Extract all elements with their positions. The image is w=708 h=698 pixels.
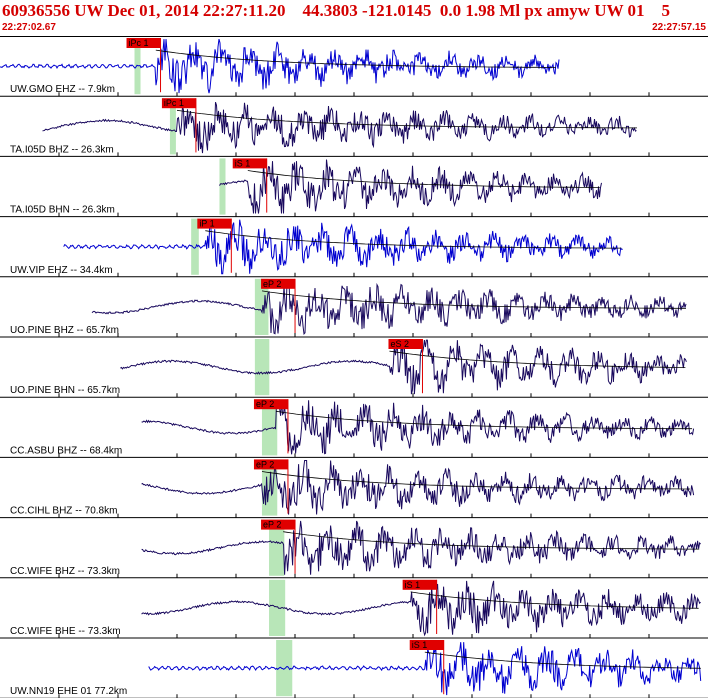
trace-row-8-pick-box	[253, 459, 288, 470]
window-start-time: 22:27:02.67	[2, 22, 56, 33]
trace-row-10-station-label: CC.WIFE BHE -- 73.3km	[10, 626, 121, 637]
trace-row-7-waveform	[141, 400, 695, 455]
trace-row-2-pick-label: iPc 1	[164, 98, 184, 108]
trace-row-3-green-band	[219, 158, 226, 215]
trace-row-9-pick-label: eP 2	[263, 520, 281, 530]
trace-row-7-pick-box	[253, 399, 288, 410]
trace-row-4-green-band	[191, 218, 199, 275]
trace-row-1-station-label: UW.GMO EHZ -- 7.9km	[10, 84, 115, 95]
trace-row-5-station-label: UO.PINE BHZ -- 65.7km	[10, 325, 119, 336]
trace-row-9-green-band	[269, 519, 285, 576]
trace-row-2-green-band	[169, 98, 176, 155]
trace-row-10-waveform	[141, 580, 701, 637]
trace-row-4-waveform	[63, 219, 623, 275]
trace-row-11-station-label: UW.NN19 EHE 01 77.2km	[10, 686, 127, 697]
trace-row-5-green-band	[254, 278, 269, 335]
trace-row-4-station-label: UW.VIP EHZ -- 34.4km	[10, 265, 113, 276]
trace-row-3-waveform	[219, 159, 602, 214]
trace-row-1-decay-curve	[155, 49, 556, 68]
trace-row-5-pick-label: eP 2	[263, 279, 281, 289]
trace-row-5-pick-box	[261, 278, 296, 289]
trace-row-3-station-label: TA.I05D BHN -- 26.3km	[10, 205, 115, 216]
trace-row-3-pick-label: iS 1	[235, 158, 251, 168]
trace-row-9-station-label: CC.WIFE BHZ -- 73.3km	[10, 566, 120, 577]
event-title: 60936556 UW Dec 01, 2014 22:27:11.20 44.…	[2, 1, 671, 20]
trace-row-6-green-band	[254, 339, 270, 396]
trace-row-11-green-band	[276, 640, 293, 697]
trace-row-8-station-label: CC.CIHL BHZ -- 70.8km	[10, 506, 117, 517]
trace-row-11-waveform	[148, 642, 702, 696]
trace-row-7-green-band	[261, 399, 278, 456]
trace-row-1-pick-box	[126, 38, 161, 48]
trace-row-7-decay-curve	[276, 410, 693, 430]
trace-row-11-pick-label: iS 1	[412, 640, 428, 650]
trace-row-11-decay-curve	[424, 651, 701, 669]
trace-row-1-green-band	[134, 38, 141, 95]
trace-row-9-decay-curve	[283, 531, 700, 550]
trace-row-2-decay-curve	[176, 109, 637, 129]
trace-row-4-pick-label: iP 1	[199, 219, 214, 229]
trace-row-2-waveform	[42, 101, 637, 154]
trace-row-6-station-label: UO.PINE BHN -- 65.7km	[10, 385, 120, 396]
trace-row-10-pick-box	[402, 579, 437, 590]
trace-row-6-pick-label: eS 2	[390, 339, 409, 349]
trace-row-8-pick-label: eP 2	[256, 459, 274, 469]
trace-row-9-pick-box	[261, 519, 296, 530]
trace-row-3-decay-curve	[247, 170, 600, 188]
trace-row-9-waveform	[141, 520, 701, 575]
trace-row-8-waveform	[141, 460, 695, 515]
trace-row-10-decay-curve	[410, 591, 699, 609]
trace-row-7-station-label: CC.ASBU BHZ -- 68.4km	[10, 445, 122, 456]
trace-row-8-decay-curve	[261, 471, 690, 490]
trace-row-10-pick-label: iS 1	[405, 580, 421, 590]
trace-row-6-decay-curve	[389, 350, 686, 368]
trace-row-5-decay-curve	[261, 290, 686, 309]
record-header: 60936556 UW Dec 01, 2014 22:27:11.20 44.…	[0, 0, 708, 36]
trace-row-7-pick-label: eP 2	[256, 399, 274, 409]
trace-row-2-station-label: TA.I05D BHZ -- 26.3km	[10, 144, 114, 155]
trace-row-5-waveform	[91, 279, 687, 336]
trace-row-4-decay-curve	[205, 230, 622, 249]
trace-row-10-green-band	[269, 579, 286, 636]
window-end-time: 22:27:57.15	[652, 22, 706, 33]
trace-row-6-pick-box	[388, 339, 423, 349]
trace-row-11-pick-box	[409, 640, 444, 650]
trace-row-1-waveform	[0, 38, 560, 94]
trace-row-1-pick-label: iPc 1	[129, 38, 149, 48]
seismogram-panel: iPc 1 UW.GMO EHZ -- 7.9km iPc 1 TA.I05D BHZ…	[0, 36, 708, 698]
trace-row-4-pick-box	[197, 218, 232, 229]
trace-row-3-pick-box	[232, 158, 267, 169]
trace-row-2-pick-box	[161, 98, 196, 109]
